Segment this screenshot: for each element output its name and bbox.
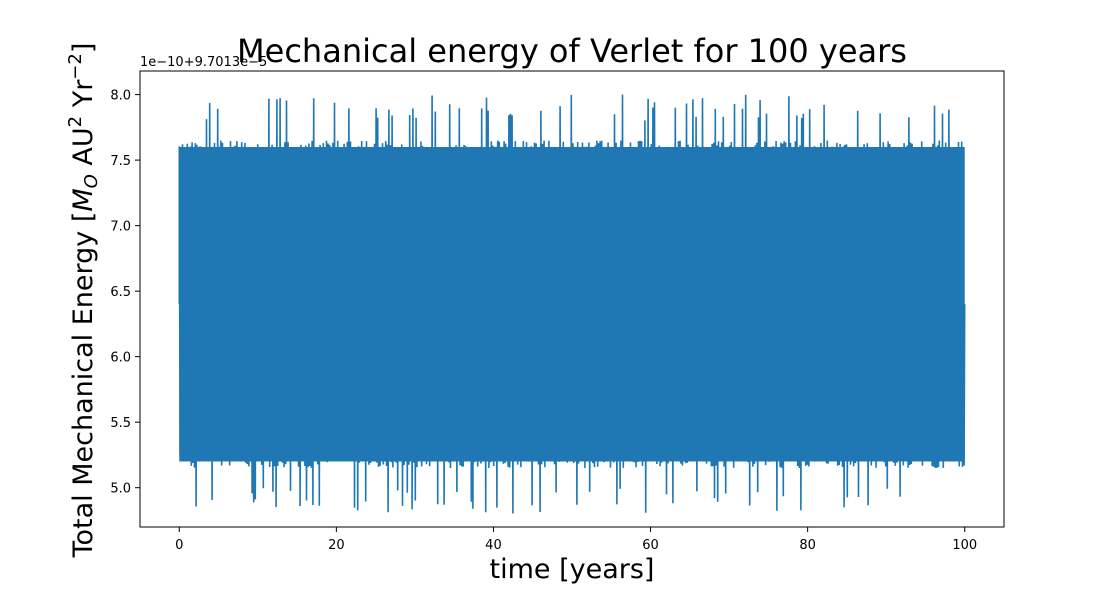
y-tick-label: 5.5	[110, 416, 131, 431]
plot-area	[178, 94, 966, 514]
y-label-au-sup: 2	[65, 116, 86, 127]
x-tick-label: 80	[799, 538, 816, 553]
x-axis-label: time [years]	[490, 554, 655, 585]
y-label-pre: Total Mechanical Energy [	[68, 212, 99, 559]
axes-frame	[139, 70, 1005, 528]
y-label-au: AU	[68, 127, 99, 174]
y-tick-label: 6.5	[110, 285, 131, 300]
y-tick-label: 5.0	[110, 482, 131, 497]
y-label-m: M	[68, 188, 99, 211]
y-label-yr-sup: −2	[65, 53, 86, 80]
x-tick-label: 0	[175, 538, 183, 553]
y-axis: 5.0 5.5 6.0 6.5 7.0 7.5 8.0	[110, 89, 140, 497]
y-offset-text: 1e−10+9.7013e−5	[140, 55, 267, 70]
y-tick-label: 6.0	[110, 351, 131, 366]
y-axis-label: Total Mechanical Energy [MO AU2 Yr−2]	[65, 43, 102, 559]
y-tick-label: 7.0	[110, 220, 131, 235]
y-tick-label: 8.0	[110, 89, 131, 104]
y-label-yr: Yr	[68, 79, 99, 116]
y-label-post: ]	[68, 43, 99, 54]
x-tick-label: 100	[952, 538, 977, 553]
energy-series-band	[179, 147, 965, 462]
x-tick-label: 60	[642, 538, 659, 553]
y-tick-label: 7.5	[110, 154, 131, 169]
x-tick-label: 40	[485, 538, 502, 553]
chart-title: Mechanical energy of Verlet for 100 year…	[237, 32, 907, 70]
y-label-m-sub: O	[81, 174, 102, 188]
x-axis: 0 20 40 60 80 100	[175, 527, 977, 553]
x-tick-label: 20	[328, 538, 345, 553]
